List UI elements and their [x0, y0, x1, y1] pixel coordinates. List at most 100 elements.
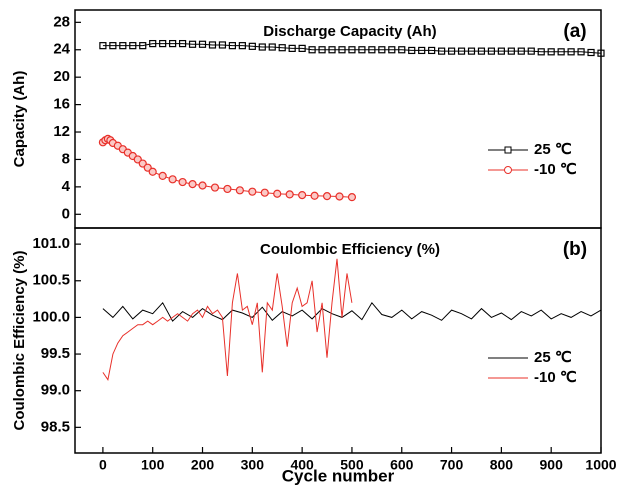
x-tick-label: 1000	[585, 457, 616, 473]
data-point	[159, 39, 167, 48]
data-point	[527, 47, 535, 55]
legend-label: -10 ℃	[534, 369, 577, 386]
data-point	[223, 184, 232, 194]
series-line	[102, 43, 602, 54]
data-point	[547, 48, 555, 56]
data-point	[235, 186, 244, 195]
y-tick-label: 4	[62, 178, 71, 195]
x-tick-label: 600	[390, 457, 414, 473]
x-tick-label: 0	[99, 457, 107, 473]
data-point	[188, 40, 197, 48]
data-point	[119, 42, 127, 50]
data-point	[208, 41, 217, 49]
data-point	[310, 191, 319, 200]
x-tick-label: 900	[540, 457, 564, 473]
legend-marker	[504, 146, 512, 154]
y-tick-label: 12	[53, 123, 70, 140]
y-tick-label: 99.0	[41, 382, 70, 399]
data-point	[288, 44, 296, 52]
y-axis-label: Capacity (Ah)	[11, 71, 28, 168]
legend-marker	[504, 166, 512, 174]
data-point	[169, 39, 177, 48]
data-point	[198, 181, 207, 190]
x-tick-label: 400	[290, 457, 314, 473]
y-tick-label: 28	[53, 13, 70, 30]
data-point	[273, 189, 282, 198]
data-point	[438, 47, 446, 55]
data-point	[318, 46, 326, 54]
data-point	[109, 42, 117, 50]
y-tick-label: 0	[62, 205, 70, 222]
data-point	[577, 48, 585, 56]
data-point	[218, 41, 227, 49]
x-tick-label: 200	[191, 457, 215, 473]
panel-title: Coulombic Efficiency (%)	[260, 241, 440, 258]
data-point	[198, 40, 207, 48]
series-line	[102, 258, 353, 381]
data-point	[567, 48, 575, 56]
y-tick-label: 20	[53, 68, 70, 85]
data-point	[497, 47, 505, 55]
data-point	[258, 43, 266, 51]
data-point	[467, 47, 476, 55]
data-point	[347, 193, 357, 202]
y-tick-label: 16	[53, 96, 70, 113]
data-point	[248, 187, 257, 196]
y-tick-label: 100.5	[32, 272, 70, 289]
data-point	[178, 177, 187, 187]
data-point	[260, 188, 269, 197]
data-point	[139, 42, 147, 50]
data-point	[129, 42, 137, 50]
legend-label: -10 ℃	[534, 161, 577, 178]
data-point	[228, 42, 237, 50]
data-point	[298, 190, 307, 200]
data-point	[335, 192, 344, 201]
legend-label: 25 ℃	[534, 141, 572, 158]
plot-frame	[74, 227, 602, 454]
data-point	[268, 43, 276, 51]
data-point	[148, 167, 157, 176]
panel-label: (b)	[563, 239, 587, 260]
data-point	[447, 47, 456, 55]
data-point	[285, 190, 294, 199]
x-tick-label: 800	[490, 457, 514, 473]
y-axis-label: Coulombic Efficiency (%)	[11, 250, 28, 430]
data-point	[487, 47, 496, 55]
y-tick-label: 24	[53, 41, 70, 58]
panel-label: (a)	[563, 21, 586, 42]
data-point	[388, 46, 396, 54]
x-tick-label: 300	[241, 457, 265, 473]
data-point	[408, 46, 416, 55]
data-point	[358, 46, 366, 54]
data-point	[537, 48, 545, 56]
data-point	[368, 46, 376, 54]
data-point	[557, 48, 565, 56]
data-point	[210, 183, 220, 192]
data-point	[278, 44, 286, 52]
data-point	[99, 42, 107, 50]
x-tick-label: 100	[141, 457, 165, 473]
data-point	[322, 192, 332, 201]
data-point	[517, 47, 525, 55]
data-point	[378, 46, 386, 54]
data-point	[178, 39, 187, 48]
data-point	[328, 46, 336, 54]
data-point	[457, 47, 466, 55]
data-point	[168, 175, 177, 184]
x-tick-label: 700	[440, 457, 464, 473]
y-tick-label: 98.5	[41, 418, 70, 435]
data-point	[308, 46, 316, 54]
panel-title: Discharge Capacity (Ah)	[263, 23, 436, 40]
data-point	[158, 171, 167, 180]
y-tick-label: 100.0	[32, 308, 70, 325]
legend-label: 25 ℃	[534, 349, 572, 366]
data-point	[507, 47, 515, 55]
data-point	[238, 42, 246, 50]
data-point	[587, 48, 595, 57]
x-tick-label: 500	[340, 457, 364, 473]
data-point	[428, 46, 436, 55]
y-tick-label: 99.5	[41, 345, 70, 362]
data-point	[477, 47, 486, 55]
data-point	[398, 46, 406, 54]
